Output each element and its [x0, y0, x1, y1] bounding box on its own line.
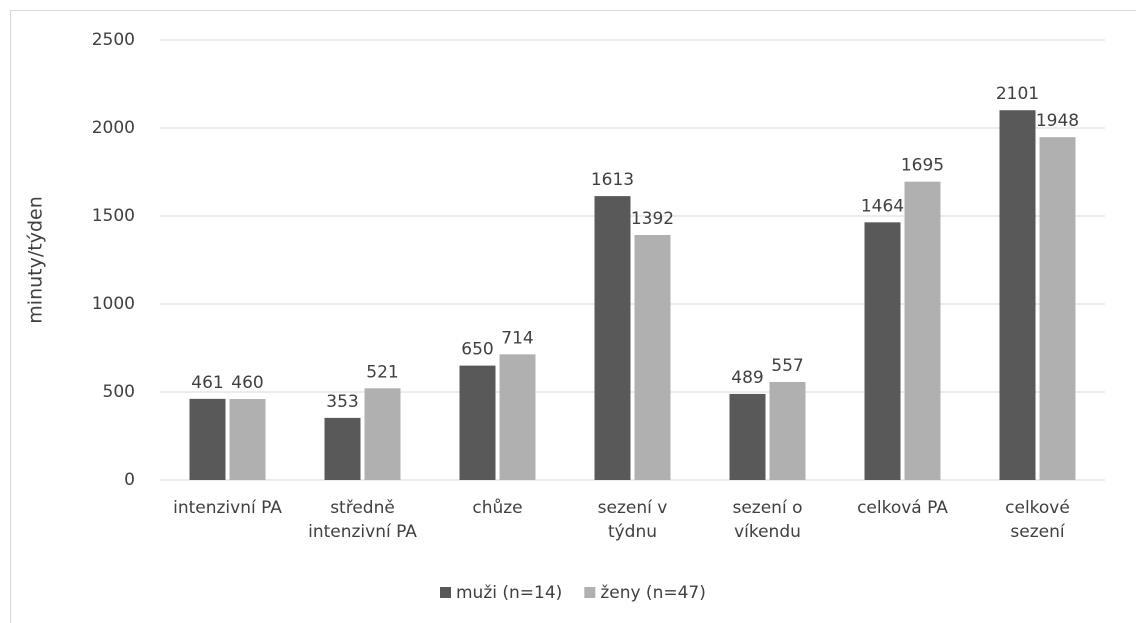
- data-label: 2101: [996, 84, 1039, 104]
- x-tick-label: chůze: [472, 498, 523, 518]
- legend-label: ženy (n=47): [600, 583, 706, 603]
- x-tick-label: celkové sezení: [1005, 498, 1070, 542]
- data-label: 1948: [1036, 111, 1079, 131]
- bar: [499, 354, 536, 480]
- bar: [364, 388, 401, 480]
- bar: [634, 235, 671, 480]
- data-label: 353: [326, 392, 358, 412]
- x-tick-label: celková PA: [857, 498, 948, 518]
- legend-swatch: [440, 587, 451, 598]
- y-tick-label: 1500: [92, 206, 135, 226]
- bar: [769, 381, 806, 480]
- bar: [904, 181, 941, 480]
- bar: [594, 196, 631, 480]
- bar: [864, 222, 901, 480]
- bar: [229, 399, 266, 480]
- y-tick-label: 2500: [92, 30, 135, 50]
- bar: [324, 417, 361, 480]
- y-axis-title: minuty/týden: [25, 196, 47, 323]
- x-tick-label: středně intenzivní PA: [308, 498, 417, 542]
- x-tick-label: sezení v týdnu: [597, 498, 668, 542]
- data-label: 521: [366, 362, 398, 382]
- data-label: 1695: [901, 156, 944, 176]
- data-label: 1392: [631, 209, 674, 229]
- chart-frame: [10, 10, 1136, 623]
- data-label: 1464: [861, 196, 904, 216]
- x-tick-label: sezení o víkendu: [732, 498, 803, 542]
- bar: [999, 110, 1036, 480]
- x-tick-label: intenzivní PA: [173, 498, 282, 518]
- data-label: 557: [771, 356, 803, 376]
- y-tick-label: 2000: [92, 118, 135, 138]
- data-label: 460: [231, 373, 263, 393]
- data-label: 650: [461, 340, 493, 360]
- legend-label: muži (n=14): [456, 583, 562, 603]
- data-label: 714: [501, 328, 533, 348]
- legend-swatch: [584, 587, 596, 598]
- bar: [1039, 137, 1076, 481]
- bar: [459, 365, 496, 480]
- data-label: 461: [191, 373, 223, 393]
- data-label: 489: [731, 368, 763, 388]
- data-label: 1613: [591, 170, 634, 190]
- bar: [729, 393, 766, 480]
- y-tick-label: 500: [103, 382, 135, 402]
- bar: [189, 398, 226, 480]
- y-tick-label: 1000: [92, 294, 135, 314]
- y-tick-label: 0: [124, 470, 135, 490]
